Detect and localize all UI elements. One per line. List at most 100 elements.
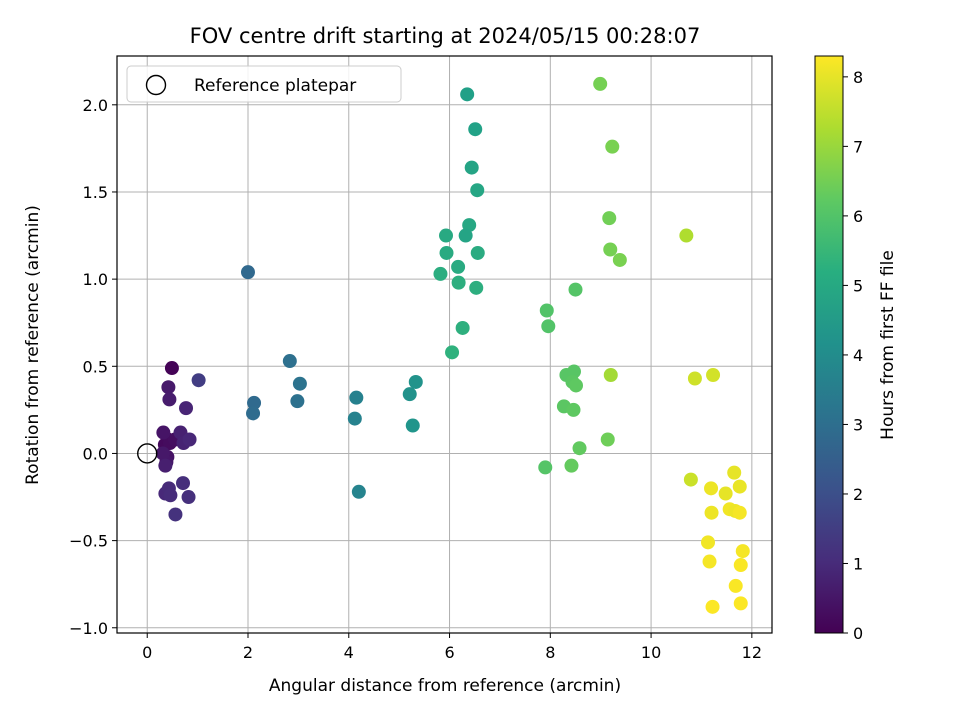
data-point	[470, 183, 485, 198]
data-point	[728, 578, 743, 593]
data-point	[564, 458, 579, 473]
x-tick-label: 4	[344, 643, 354, 662]
data-point	[568, 282, 583, 297]
data-point	[451, 259, 466, 274]
data-point	[402, 387, 417, 402]
data-point	[445, 345, 460, 360]
data-point	[405, 418, 420, 433]
data-point	[701, 535, 716, 550]
data-point	[439, 228, 454, 243]
colorbar-ticks: 0 1 2 3 4 5 6 7 8	[843, 68, 863, 643]
plot-frame	[116, 55, 773, 634]
data-point	[612, 252, 627, 267]
colorbar-tick-label: 2	[853, 485, 863, 504]
grid-lines	[117, 56, 772, 633]
x-tick-label: 10	[641, 643, 661, 662]
data-point	[469, 280, 484, 295]
colorbar-tick-label: 5	[853, 276, 863, 295]
data-point	[727, 465, 742, 480]
data-point	[569, 378, 584, 393]
data-point	[683, 472, 698, 487]
data-point	[292, 376, 307, 391]
data-point	[679, 228, 694, 243]
data-point	[458, 228, 473, 243]
data-point	[538, 460, 553, 475]
data-point	[705, 599, 720, 614]
data-point	[566, 402, 581, 417]
data-point	[603, 368, 618, 383]
data-point	[702, 554, 717, 569]
y-tick-label: −1.0	[69, 619, 108, 638]
colorbar-tick-label: 0	[853, 624, 863, 643]
data-point	[541, 319, 556, 334]
data-point	[246, 406, 261, 421]
data-point	[735, 544, 750, 559]
data-point	[179, 401, 194, 416]
data-point	[158, 458, 173, 473]
x-tick-label: 2	[243, 643, 253, 662]
data-point	[455, 320, 470, 335]
colorbar-tick-label: 1	[853, 554, 863, 573]
data-point	[162, 392, 177, 407]
y-tick-label: −0.5	[69, 532, 108, 551]
data-point	[168, 507, 183, 522]
y-tick-label: 1.0	[83, 270, 108, 289]
data-point	[470, 245, 485, 260]
data-point	[600, 432, 615, 447]
data-point	[290, 394, 305, 409]
plot-area: 0 2 4 6 8 10 12 −1.0 −0.5 0.0 0.5 1.0 1.5 2.0	[69, 55, 773, 662]
legend-box	[126, 65, 402, 103]
data-point	[733, 596, 748, 611]
chart-title: FOV centre drift starting at 2024/05/15 …	[190, 24, 701, 48]
data-point	[687, 371, 702, 386]
colorbar-label: Hours from first FF file	[878, 250, 898, 440]
data-point	[156, 425, 171, 440]
data-point	[593, 76, 608, 91]
data-point	[732, 479, 747, 494]
x-axis-ticks: 0 2 4 6 8 10 12	[142, 633, 762, 662]
data-point	[732, 505, 747, 520]
colorbar: 0 1 2 3 4 5 6 7 8 Hours from first FF file	[814, 55, 898, 643]
data-point	[182, 432, 197, 447]
colorbar-tick-label: 7	[853, 137, 863, 156]
colorbar-tick-label: 4	[853, 346, 863, 365]
data-point	[605, 139, 620, 154]
data-point	[451, 275, 466, 290]
data-point	[161, 380, 176, 395]
y-axis-label: Rotation from reference (arcmin)	[23, 205, 43, 485]
data-point	[247, 395, 262, 410]
data-point	[349, 390, 364, 405]
y-tick-label: 2.0	[83, 96, 108, 115]
y-tick-label: 0.5	[83, 357, 108, 376]
data-point	[439, 245, 454, 260]
data-point	[241, 265, 255, 280]
data-point	[181, 490, 196, 505]
data-point	[163, 488, 178, 503]
legend: Reference platepar	[126, 65, 402, 103]
data-point	[282, 354, 297, 369]
data-point	[602, 211, 617, 226]
y-axis-ticks: −1.0 −0.5 0.0 0.5 1.0 1.5 2.0	[69, 96, 117, 638]
colorbar-tick-label: 8	[853, 68, 863, 87]
legend-label-reference: Reference platepar	[194, 76, 356, 96]
data-point	[539, 303, 554, 318]
x-axis-label: Angular distance from reference (arcmin)	[269, 676, 621, 696]
colorbar-tick-label: 6	[853, 207, 863, 226]
data-point	[704, 481, 719, 496]
data-point	[572, 441, 587, 456]
data-point	[433, 266, 448, 281]
x-tick-label: 0	[142, 643, 152, 662]
colorbar-gradient	[814, 55, 844, 634]
reference-layer	[137, 443, 158, 464]
x-tick-label: 8	[545, 643, 555, 662]
data-point	[347, 411, 362, 426]
data-point	[704, 505, 719, 520]
y-tick-label: 0.0	[83, 444, 108, 463]
data-point	[351, 484, 366, 499]
x-tick-label: 12	[742, 643, 762, 662]
data-point	[155, 446, 170, 461]
data-point	[408, 374, 423, 389]
data-point	[706, 368, 721, 383]
colorbar-tick-label: 3	[853, 415, 863, 434]
